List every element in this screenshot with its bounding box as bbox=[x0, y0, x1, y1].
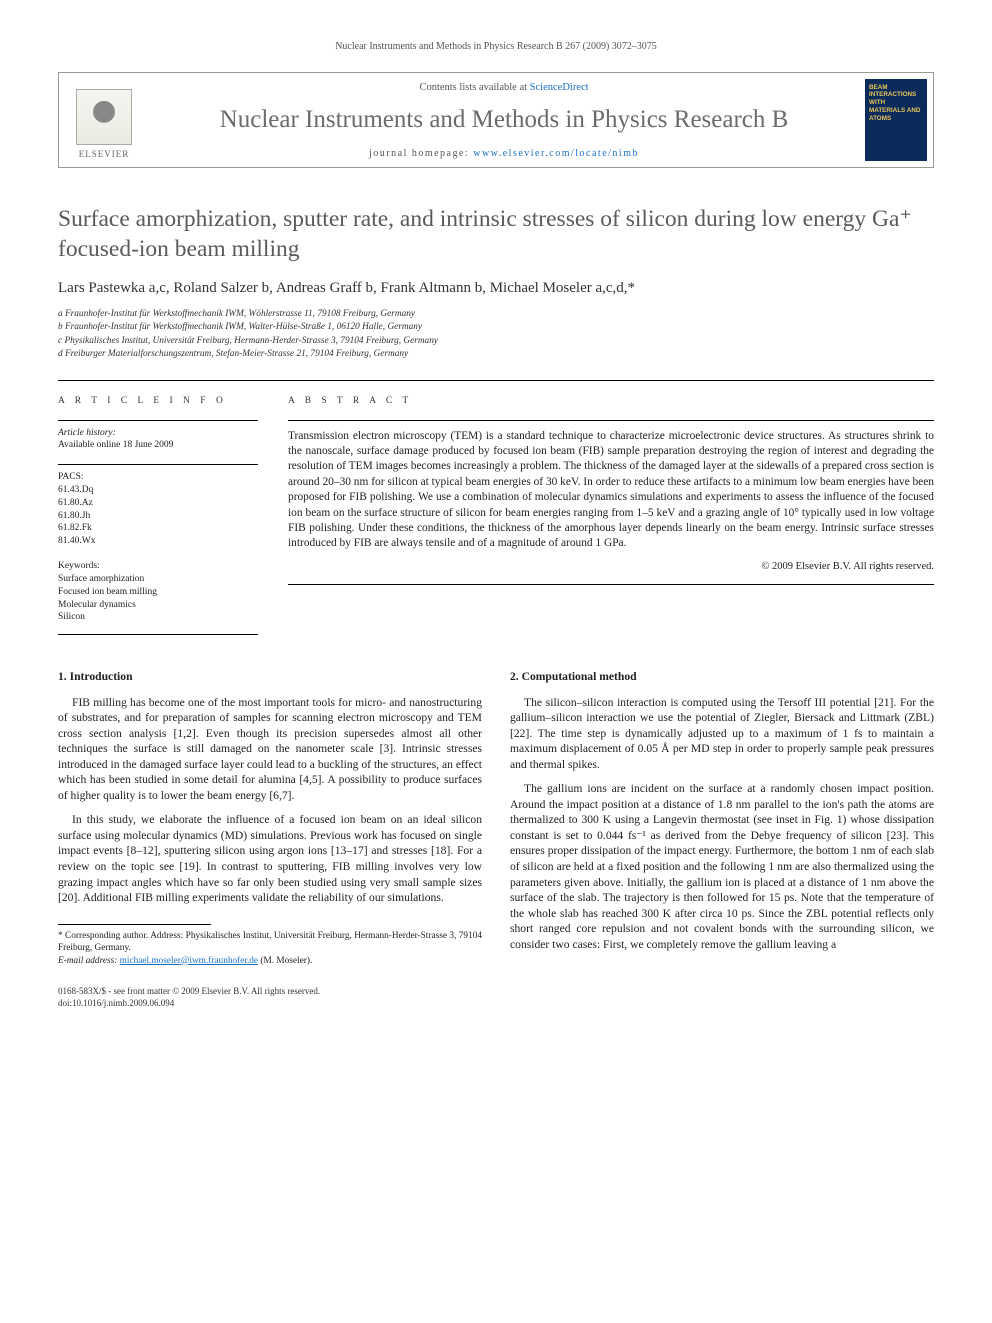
section-heading-intro: 1. Introduction bbox=[58, 669, 482, 685]
page: Nuclear Instruments and Methods in Physi… bbox=[0, 0, 992, 1039]
pacs-code: 81.40.Wx bbox=[58, 535, 258, 548]
method-paragraph: The silicon–silicon interaction is compu… bbox=[510, 695, 934, 773]
pacs-block: PACS: 61.43.Dq 61.80.Az 61.80.Jh 61.82.F… bbox=[58, 464, 258, 548]
journal-masthead: ELSEVIER Contents lists available at Sci… bbox=[58, 72, 934, 168]
affiliations: a Fraunhofer-Institut für Werkstoffmecha… bbox=[58, 308, 934, 362]
abstract-heading: A B S T R A C T bbox=[288, 395, 934, 408]
author-list: Lars Pastewka a,c, Roland Salzer b, Andr… bbox=[58, 278, 934, 298]
email-label: E-mail address: bbox=[58, 956, 120, 966]
info-abstract-row: A R T I C L E I N F O Article history: A… bbox=[58, 380, 934, 635]
affiliation: d Freiburger Materialforschungszentrum, … bbox=[58, 348, 934, 361]
body-columns: 1. Introduction FIB milling has become o… bbox=[58, 669, 934, 1009]
pacs-code: 61.43.Dq bbox=[58, 484, 258, 497]
footnote-rule bbox=[58, 924, 211, 925]
abstract-text: Transmission electron microscopy (TEM) i… bbox=[288, 420, 934, 552]
affiliation: a Fraunhofer-Institut für Werkstoffmecha… bbox=[58, 308, 934, 321]
article-title: Surface amorphization, sputter rate, and… bbox=[58, 204, 934, 264]
abstract-bottom-rule bbox=[288, 584, 934, 585]
journal-homepage-line: journal homepage: www.elsevier.com/locat… bbox=[153, 147, 855, 161]
contents-available-line: Contents lists available at ScienceDirec… bbox=[153, 81, 855, 95]
elsevier-tree-icon bbox=[76, 89, 132, 145]
intro-paragraph: In this study, we elaborate the influenc… bbox=[58, 812, 482, 905]
keywords-block: Keywords: Surface amorphization Focused … bbox=[58, 560, 258, 624]
method-paragraph: The gallium ions are incident on the sur… bbox=[510, 781, 934, 952]
right-column: 2. Computational method The silicon–sili… bbox=[510, 669, 934, 1009]
corr-email-link[interactable]: michael.moseler@iwm.fraunhofer.de bbox=[120, 956, 258, 966]
running-head: Nuclear Instruments and Methods in Physi… bbox=[58, 40, 934, 54]
affiliation: b Fraunhofer-Institut für Werkstoffmecha… bbox=[58, 321, 934, 334]
abstract-copyright: © 2009 Elsevier B.V. All rights reserved… bbox=[288, 560, 934, 574]
left-column: 1. Introduction FIB milling has become o… bbox=[58, 669, 482, 1009]
keyword: Focused ion beam milling bbox=[58, 586, 258, 599]
publisher-logo-block: ELSEVIER bbox=[59, 73, 149, 167]
homepage-prefix: journal homepage: bbox=[369, 148, 473, 159]
sciencedirect-link[interactable]: ScienceDirect bbox=[530, 82, 589, 93]
history-label: Article history: bbox=[58, 427, 258, 440]
contents-prefix: Contents lists available at bbox=[419, 82, 529, 93]
article-info-heading: A R T I C L E I N F O bbox=[58, 395, 258, 408]
intro-paragraph: FIB milling has become one of the most i… bbox=[58, 695, 482, 804]
keyword: Molecular dynamics bbox=[58, 599, 258, 612]
email-suffix: (M. Moseler). bbox=[258, 956, 312, 966]
corresponding-author-footnote: * Corresponding author. Address: Physika… bbox=[58, 930, 482, 968]
article-info-column: A R T I C L E I N F O Article history: A… bbox=[58, 395, 258, 635]
article-history-block: Article history: Available online 18 Jun… bbox=[58, 420, 258, 453]
info-bottom-rule bbox=[58, 634, 258, 635]
journal-cover-icon: BEAM INTERACTIONS WITH MATERIALS AND ATO… bbox=[865, 79, 927, 161]
pacs-code: 61.80.Jh bbox=[58, 510, 258, 523]
pacs-code: 61.82.Fk bbox=[58, 522, 258, 535]
corr-author-line: * Corresponding author. Address: Physika… bbox=[58, 930, 482, 955]
corr-email-line: E-mail address: michael.moseler@iwm.frau… bbox=[58, 955, 482, 968]
abstract-column: A B S T R A C T Transmission electron mi… bbox=[288, 395, 934, 635]
keywords-label: Keywords: bbox=[58, 560, 258, 573]
pacs-code: 61.80.Az bbox=[58, 497, 258, 510]
cover-thumb-block: BEAM INTERACTIONS WITH MATERIALS AND ATO… bbox=[859, 73, 933, 167]
front-matter-line: 0168-583X/$ - see front matter © 2009 El… bbox=[58, 985, 482, 997]
doi-line: doi:10.1016/j.nimb.2009.06.094 bbox=[58, 997, 482, 1009]
keyword: Surface amorphization bbox=[58, 573, 258, 586]
keyword: Silicon bbox=[58, 611, 258, 624]
publisher-name: ELSEVIER bbox=[79, 148, 130, 160]
journal-name: Nuclear Instruments and Methods in Physi… bbox=[153, 103, 855, 137]
masthead-center: Contents lists available at ScienceDirec… bbox=[149, 73, 859, 167]
history-line: Available online 18 June 2009 bbox=[58, 439, 258, 452]
pacs-label: PACS: bbox=[58, 471, 258, 484]
affiliation: c Physikalisches Institut, Universität F… bbox=[58, 335, 934, 348]
footer-meta: 0168-583X/$ - see front matter © 2009 El… bbox=[58, 985, 482, 1009]
journal-homepage-link[interactable]: www.elsevier.com/locate/nimb bbox=[473, 148, 639, 159]
section-heading-method: 2. Computational method bbox=[510, 669, 934, 685]
